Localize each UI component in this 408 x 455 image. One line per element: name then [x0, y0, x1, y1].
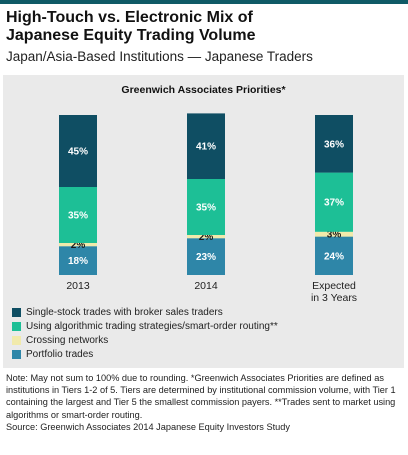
bar-segment — [59, 246, 97, 275]
legend-swatch — [12, 307, 21, 317]
legend-swatch — [12, 349, 21, 359]
bar-segment — [315, 115, 353, 173]
data-label: 23% — [196, 252, 216, 263]
data-label: 45% — [68, 147, 88, 158]
legend-item: Crossing networks — [12, 333, 278, 347]
data-label: 36% — [324, 139, 344, 150]
bar-segment — [59, 243, 97, 247]
chart-legend: Single-stock trades with broker sales tr… — [12, 305, 278, 361]
x-tick-label: in 3 Years — [311, 292, 357, 304]
footnote: Note: May not sum to 100% due to roundin… — [6, 372, 402, 433]
legend-item: Portfolio trades — [12, 347, 278, 361]
bar-segment — [315, 172, 353, 232]
chart-panel: Greenwich Associates Priorities* 18% 2% 35… — [3, 75, 404, 368]
bar-segment — [187, 235, 225, 239]
title-line-2: Japanese Equity Trading Volume — [6, 27, 256, 44]
x-tick-label: Expected — [312, 280, 356, 292]
page-title: High-Touch vs. Electronic Mix of Japanes… — [6, 9, 402, 45]
legend-label: Portfolio trades — [26, 348, 94, 360]
bar-segment — [315, 236, 353, 275]
stacked-bar-chart: 18% 2% 35% 45% 2013 23% 2% 35% 41% 2014 24% 3% 37% 36… — [59, 113, 357, 304]
title-line-1: High-Touch vs. Electronic Mix of — [6, 9, 253, 26]
bar-segment — [315, 231, 353, 237]
top-rule — [0, 0, 408, 4]
legend-label: Crossing networks — [26, 334, 109, 346]
data-label: 18% — [68, 256, 88, 267]
data-label: 35% — [68, 211, 88, 222]
bar-segment — [187, 238, 225, 275]
source-text: Source: Greenwich Associates 2014 Japane… — [6, 421, 290, 432]
legend-item: Single-stock trades with broker sales tr… — [12, 305, 278, 319]
data-label: 37% — [324, 198, 344, 209]
footnote-text: Note: May not sum to 100% due to roundin… — [6, 373, 396, 420]
legend-label: Using algorithmic trading strategies/sma… — [26, 320, 278, 332]
data-label: 24% — [324, 251, 344, 262]
legend-swatch — [12, 335, 21, 345]
legend-label: Single-stock trades with broker sales tr… — [26, 306, 223, 318]
x-tick-label: 2013 — [66, 280, 90, 292]
data-label: 2% — [71, 240, 86, 251]
data-label: 2% — [199, 232, 214, 243]
legend-swatch — [12, 321, 21, 331]
page-subtitle: Japan/Asia-Based Institutions — Japanese… — [6, 49, 313, 64]
data-label: 41% — [196, 142, 216, 153]
data-label: 3% — [327, 230, 342, 241]
bar-segment — [187, 113, 225, 179]
chart-title: Greenwich Associates Priorities* — [121, 84, 286, 96]
data-label: 35% — [196, 203, 216, 214]
bar-segment — [187, 179, 225, 235]
bar-segment — [59, 187, 97, 243]
legend-item: Using algorithmic trading strategies/sma… — [12, 319, 278, 333]
bar-segment — [59, 115, 97, 187]
x-tick-label: 2014 — [194, 280, 218, 292]
